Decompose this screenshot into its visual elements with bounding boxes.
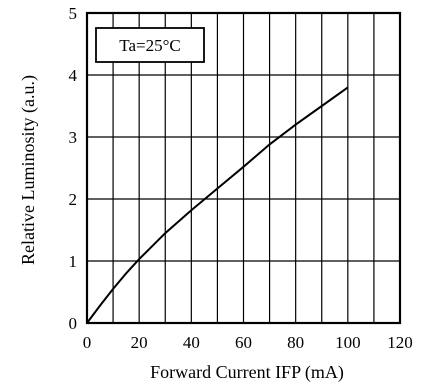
y-tick-label: 4 [69, 66, 78, 85]
x-axis-ticks: 0 20 40 60 80 100 120 [83, 333, 413, 352]
x-tick-label: 40 [183, 333, 200, 352]
annotation-text: Ta=25°C [119, 36, 180, 55]
x-tick-label: 120 [387, 333, 413, 352]
x-tick-label: 60 [235, 333, 252, 352]
y-tick-label: 1 [69, 252, 78, 271]
x-tick-label: 20 [131, 333, 148, 352]
x-axis-title: Forward Current IFP (mA) [150, 362, 344, 383]
x-tick-label: 80 [287, 333, 304, 352]
x-tick-label: 0 [83, 333, 92, 352]
y-tick-label: 0 [69, 314, 78, 333]
y-axis-title: Relative Luminosity (a.u.) [18, 75, 39, 265]
x-tick-label: 100 [335, 333, 361, 352]
y-tick-label: 5 [69, 4, 78, 23]
y-axis-ticks: 0 1 2 3 4 5 [69, 4, 78, 333]
y-tick-label: 2 [69, 190, 78, 209]
y-tick-label: 3 [69, 128, 78, 147]
annotation-box: Ta=25°C [96, 28, 204, 62]
